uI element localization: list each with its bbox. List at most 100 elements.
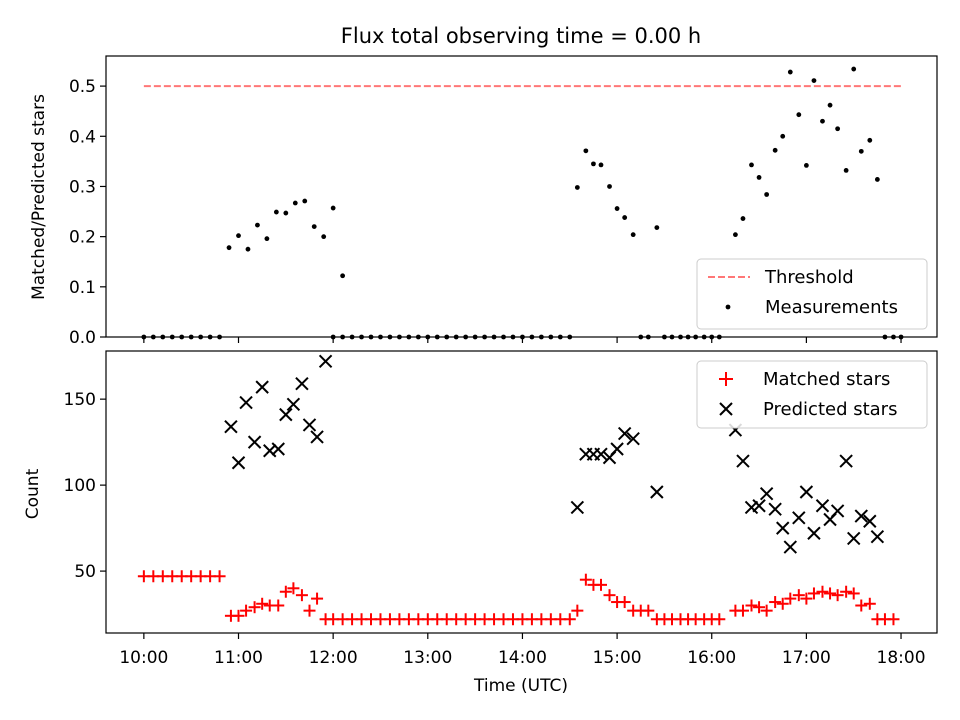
predicted-star-point bbox=[255, 380, 269, 394]
top-panel: 0.0 0.1 0.2 0.3 0.4 0.5 Matched/Predicted sta… bbox=[29, 55, 938, 348]
matched-star-point bbox=[303, 604, 316, 617]
measurement-point bbox=[245, 246, 251, 252]
matched-star-point bbox=[760, 604, 773, 617]
measurement-point bbox=[740, 216, 746, 221]
matched-star-point bbox=[800, 592, 813, 605]
matched-star-point bbox=[563, 613, 576, 626]
predicted-star-point bbox=[839, 454, 853, 468]
matched-star-point bbox=[847, 587, 860, 600]
measurement-point bbox=[574, 185, 580, 190]
measurement-point bbox=[787, 69, 793, 75]
measurement-point bbox=[330, 205, 336, 211]
matched-star-point bbox=[279, 585, 292, 598]
measurement-point bbox=[874, 177, 880, 182]
matched-star-point bbox=[855, 599, 868, 612]
top-legend: Threshold Measurements bbox=[696, 258, 928, 330]
y-tick-label: 0.1 bbox=[69, 278, 96, 298]
matched-star-point bbox=[295, 589, 308, 602]
x-tick-label: 12:00 bbox=[309, 648, 358, 668]
matched-star-point bbox=[784, 592, 797, 605]
predicted-star-point bbox=[650, 485, 664, 499]
measurement-point bbox=[340, 273, 346, 279]
measurement-point bbox=[749, 162, 754, 168]
predicted-star-point bbox=[302, 418, 317, 432]
matched-star-point bbox=[713, 613, 726, 626]
matched-star-point bbox=[776, 597, 789, 610]
matched-star-point bbox=[769, 596, 782, 609]
predicted-star-point bbox=[759, 487, 774, 501]
matched-star-point bbox=[248, 601, 261, 614]
measurement-point bbox=[311, 224, 317, 230]
predicted-star-point bbox=[286, 397, 301, 412]
bottom-legend-predicted-swatch bbox=[719, 402, 733, 416]
measurement-point bbox=[820, 118, 825, 124]
x-tick-label: 11:00 bbox=[214, 648, 263, 668]
measurement-point bbox=[851, 66, 857, 72]
y-tick-label: 0.0 bbox=[69, 328, 96, 348]
predicted-star-point bbox=[279, 407, 293, 422]
x-tick-label: 16:00 bbox=[687, 648, 736, 668]
predicted-star-point bbox=[570, 500, 585, 515]
matched-star-point bbox=[232, 609, 245, 622]
predicted-star-point bbox=[854, 509, 868, 523]
predicted-star-point bbox=[815, 499, 830, 513]
predicted-star-point bbox=[768, 502, 782, 516]
bottom-legend-matched-label: Matched stars bbox=[763, 369, 890, 390]
matched-star-point bbox=[256, 597, 269, 610]
matched-star-point bbox=[753, 601, 766, 614]
matched-star-point bbox=[887, 613, 900, 626]
predicted-star-point bbox=[594, 447, 608, 461]
measurement-point bbox=[827, 102, 833, 108]
top-legend-box bbox=[696, 258, 928, 330]
measurement-point bbox=[273, 209, 279, 215]
predicted-star-point bbox=[799, 485, 814, 499]
measurement-point bbox=[780, 133, 786, 139]
matched-star-point bbox=[792, 589, 805, 602]
predicted-star-point bbox=[271, 442, 285, 456]
x-axis-label: Time (UTC) bbox=[473, 676, 568, 696]
measurement-point bbox=[835, 126, 841, 132]
bottom-plot-frame bbox=[105, 350, 938, 634]
predicted-star-point bbox=[239, 395, 253, 410]
measurement-point bbox=[264, 236, 270, 242]
top-y-axis-label: Matched/Predicted stars bbox=[29, 94, 49, 300]
bottom-legend: Matched stars Predicted stars bbox=[696, 360, 928, 429]
measurement-point bbox=[236, 233, 241, 239]
predicted-star-point bbox=[318, 354, 333, 369]
bottom-y-axis-label: Count bbox=[23, 468, 43, 519]
top-legend-measurements-label: Measurements bbox=[765, 297, 898, 318]
predicted-star-point bbox=[830, 504, 845, 518]
y-tick-label: 0.5 bbox=[69, 77, 96, 97]
x-tick-label: 15:00 bbox=[593, 648, 642, 668]
bottom-panel-content bbox=[137, 354, 900, 626]
predicted-star-point bbox=[626, 431, 640, 446]
matched-star-point bbox=[736, 604, 749, 617]
measurement-point bbox=[614, 206, 620, 211]
matched-star-point bbox=[618, 596, 631, 609]
bottom-legend-predicted-label: Predicted stars bbox=[763, 399, 897, 420]
matched-star-point bbox=[595, 578, 608, 591]
predicted-star-point bbox=[776, 521, 790, 535]
matched-star-point bbox=[824, 587, 837, 600]
predicted-star-point bbox=[807, 526, 821, 540]
chart-title: Flux total observing time = 0.00 h bbox=[341, 24, 701, 48]
measurement-point bbox=[796, 112, 802, 118]
measurement-point bbox=[764, 192, 770, 197]
predicted-star-point bbox=[617, 426, 632, 441]
top-y-axis: 0.0 0.1 0.2 0.3 0.4 0.5 bbox=[69, 77, 106, 348]
bottom-y-axis: 50 100 150 bbox=[64, 390, 106, 582]
measurement-point bbox=[811, 78, 817, 83]
predicted-star-point bbox=[310, 430, 324, 444]
x-tick-label: 10:00 bbox=[119, 648, 168, 668]
matched-star-point bbox=[807, 587, 820, 600]
top-panel-content bbox=[141, 66, 904, 340]
matched-star-point bbox=[863, 597, 876, 610]
measurement-point bbox=[756, 175, 762, 180]
predicted-star-point bbox=[295, 376, 309, 391]
matched-star-point bbox=[213, 570, 226, 583]
measurement-point bbox=[283, 210, 289, 216]
bottom-legend-matched-swatch bbox=[719, 372, 733, 386]
top-plot-frame bbox=[105, 55, 938, 338]
matched-star-point bbox=[571, 604, 584, 617]
measurement-point bbox=[733, 232, 738, 238]
